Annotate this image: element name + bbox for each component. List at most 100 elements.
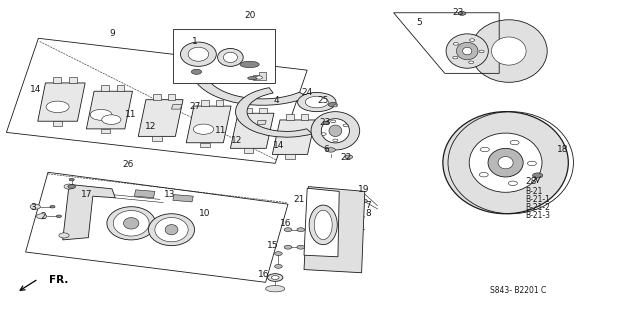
- Circle shape: [193, 124, 214, 134]
- Ellipse shape: [155, 218, 188, 242]
- Ellipse shape: [148, 214, 195, 246]
- Ellipse shape: [218, 48, 243, 66]
- Text: 25: 25: [317, 96, 329, 105]
- Text: B-21-3: B-21-3: [525, 211, 550, 220]
- Circle shape: [343, 124, 348, 127]
- Circle shape: [452, 56, 458, 59]
- Polygon shape: [173, 195, 193, 202]
- Ellipse shape: [311, 112, 360, 150]
- Polygon shape: [201, 100, 209, 106]
- Text: 8: 8: [365, 209, 371, 218]
- Polygon shape: [63, 184, 115, 240]
- Circle shape: [36, 214, 47, 219]
- Circle shape: [275, 264, 282, 268]
- Circle shape: [191, 69, 202, 74]
- Circle shape: [256, 76, 262, 79]
- Polygon shape: [257, 121, 266, 124]
- Polygon shape: [285, 154, 295, 159]
- Circle shape: [321, 133, 326, 135]
- Text: 11: 11: [125, 110, 137, 119]
- Text: B-21-2: B-21-2: [525, 203, 550, 212]
- Ellipse shape: [498, 157, 513, 169]
- Circle shape: [345, 155, 353, 159]
- Circle shape: [90, 109, 112, 120]
- Ellipse shape: [488, 148, 523, 177]
- Text: 2: 2: [41, 212, 46, 221]
- Text: B-21-1: B-21-1: [525, 195, 550, 204]
- Circle shape: [331, 120, 336, 122]
- Ellipse shape: [446, 34, 488, 68]
- Polygon shape: [230, 113, 274, 148]
- Text: 9: 9: [109, 29, 115, 38]
- Text: 20: 20: [244, 11, 255, 20]
- Text: 23: 23: [319, 118, 331, 127]
- Wedge shape: [236, 88, 312, 137]
- Circle shape: [271, 276, 279, 279]
- Circle shape: [30, 204, 40, 209]
- Polygon shape: [216, 100, 223, 106]
- Ellipse shape: [492, 37, 526, 65]
- Text: 18: 18: [557, 145, 569, 154]
- Ellipse shape: [298, 93, 336, 112]
- Polygon shape: [304, 188, 339, 257]
- Ellipse shape: [309, 205, 337, 245]
- Ellipse shape: [223, 52, 237, 63]
- Bar: [173, 29, 275, 83]
- Text: 3: 3: [31, 204, 36, 212]
- Text: 10: 10: [199, 209, 211, 218]
- Ellipse shape: [456, 42, 478, 60]
- Polygon shape: [69, 77, 77, 83]
- Polygon shape: [138, 100, 183, 137]
- Text: 19: 19: [358, 185, 369, 194]
- Text: 14: 14: [29, 85, 41, 94]
- Ellipse shape: [180, 42, 216, 66]
- Text: 21: 21: [294, 195, 305, 204]
- Text: 28: 28: [525, 177, 537, 186]
- Circle shape: [56, 215, 61, 218]
- Ellipse shape: [124, 218, 139, 229]
- Text: 17: 17: [81, 190, 92, 199]
- Ellipse shape: [240, 61, 259, 68]
- Circle shape: [508, 181, 517, 186]
- Text: 27: 27: [189, 102, 201, 111]
- Text: 12: 12: [145, 122, 156, 130]
- Circle shape: [333, 105, 337, 107]
- Text: 13: 13: [164, 190, 175, 199]
- Text: 7: 7: [365, 201, 371, 210]
- Circle shape: [297, 228, 305, 232]
- Ellipse shape: [266, 286, 285, 292]
- Ellipse shape: [188, 47, 209, 61]
- Ellipse shape: [463, 47, 472, 55]
- Circle shape: [479, 173, 488, 177]
- Circle shape: [64, 184, 74, 189]
- Circle shape: [275, 252, 282, 256]
- Circle shape: [326, 148, 335, 152]
- Ellipse shape: [248, 77, 258, 80]
- Text: 1: 1: [193, 37, 198, 46]
- Circle shape: [68, 185, 76, 189]
- Circle shape: [333, 139, 338, 142]
- Ellipse shape: [329, 125, 342, 137]
- Text: 12: 12: [231, 136, 243, 145]
- Polygon shape: [200, 143, 210, 147]
- Circle shape: [323, 121, 330, 124]
- Circle shape: [284, 228, 292, 232]
- Polygon shape: [172, 105, 182, 109]
- Ellipse shape: [314, 210, 332, 240]
- Text: 4: 4: [274, 96, 279, 105]
- Ellipse shape: [470, 20, 547, 82]
- Text: 6: 6: [324, 145, 329, 154]
- Polygon shape: [53, 77, 61, 83]
- Ellipse shape: [321, 119, 349, 143]
- Polygon shape: [38, 83, 85, 121]
- Ellipse shape: [469, 133, 542, 192]
- Polygon shape: [101, 85, 109, 91]
- Text: 22: 22: [340, 153, 351, 162]
- Text: 23: 23: [452, 8, 463, 17]
- Polygon shape: [168, 94, 175, 100]
- Text: FR.: FR.: [49, 275, 68, 285]
- Polygon shape: [304, 187, 365, 273]
- Polygon shape: [186, 106, 231, 143]
- Polygon shape: [244, 108, 252, 113]
- Circle shape: [284, 245, 292, 249]
